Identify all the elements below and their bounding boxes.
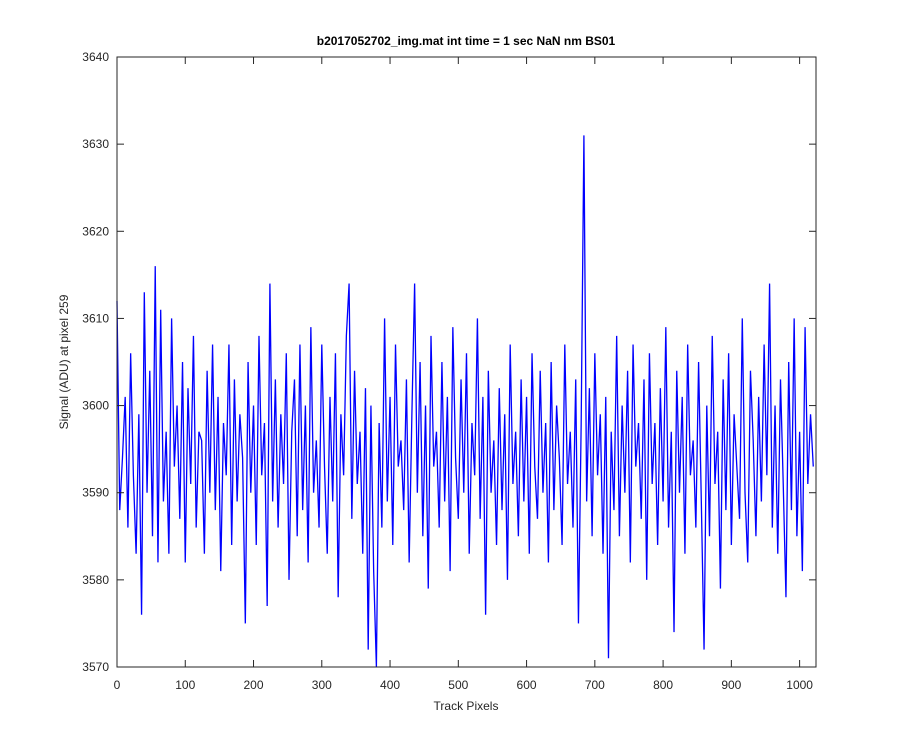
chart-title: b2017052702_img.mat int time = 1 sec NaN…: [317, 34, 616, 48]
data-line: [116, 135, 814, 668]
x-axis-label: Track Pixels: [434, 699, 499, 713]
axes-box: [116, 56, 817, 668]
y-tick-label: 3580: [82, 573, 109, 587]
x-tick-label: 100: [175, 678, 195, 692]
y-tick-label: 3570: [82, 660, 109, 674]
y-axis-label: Signal (ADU) at pixel 259: [57, 294, 71, 429]
x-tick-label: 1000: [786, 678, 813, 692]
y-tick-label: 3640: [82, 50, 109, 64]
y-tick-label: 3600: [82, 399, 109, 413]
x-tick-label: 900: [721, 678, 741, 692]
x-tick-label: 200: [244, 678, 264, 692]
x-tick-label: 0: [114, 678, 121, 692]
x-tick-label: 800: [653, 678, 673, 692]
x-tick-label: 300: [312, 678, 332, 692]
y-tick-label: 3630: [82, 137, 109, 151]
y-tick-label: 3610: [82, 311, 109, 325]
y-tick-label: 3620: [82, 224, 109, 238]
x-tick-label: 400: [380, 678, 400, 692]
x-tick-label: 700: [585, 678, 605, 692]
y-tick-label: 3590: [82, 486, 109, 500]
x-tick-label: 500: [448, 678, 468, 692]
x-tick-label: 600: [517, 678, 537, 692]
